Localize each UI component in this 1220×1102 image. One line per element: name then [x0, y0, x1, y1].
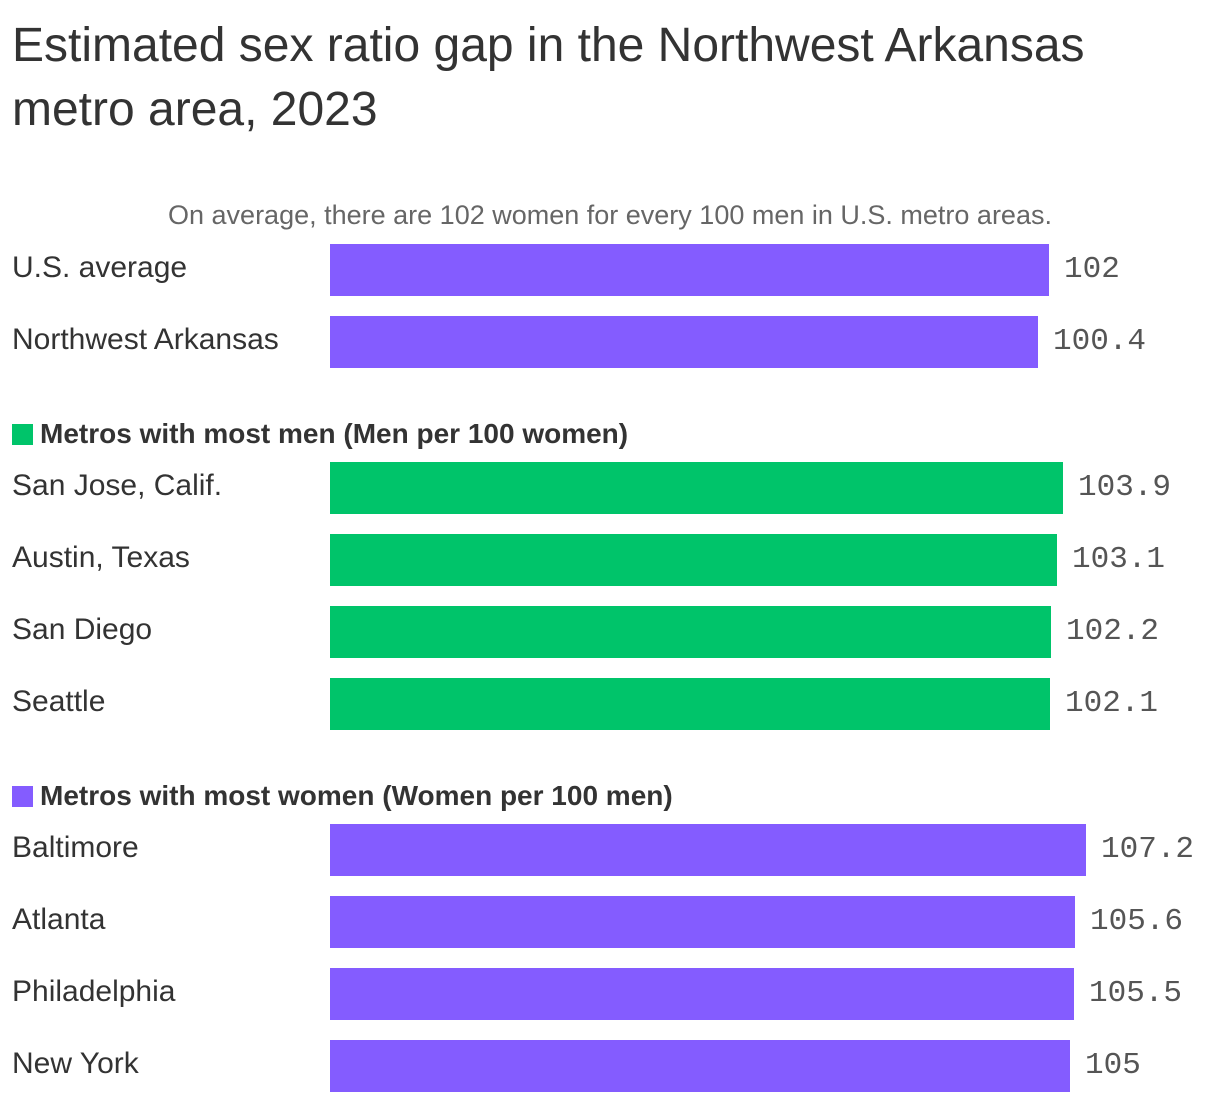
data-label-baltimore: 107.2 [1101, 832, 1195, 867]
bar-philadelphia [330, 968, 1074, 1020]
data-label-austin-texas: 103.1 [1072, 542, 1166, 577]
legend-swatch [12, 423, 33, 445]
legend-swatch [12, 785, 33, 807]
data-label-san-diego: 102.2 [1066, 614, 1160, 649]
bar-austin-texas [330, 534, 1057, 586]
data-label-new-york: 105 [1085, 1048, 1141, 1083]
bar-seattle [330, 678, 1050, 730]
category-label-seattle: Seattle [12, 685, 106, 718]
category-label-atlanta: Atlanta [12, 903, 106, 936]
category-label-u-s-average: U.S. average [12, 251, 188, 284]
category-label-philadelphia: Philadelphia [12, 975, 176, 1008]
bar-u-s-average [330, 244, 1049, 296]
data-label-san-jose-calif: 103.9 [1078, 470, 1172, 505]
data-label-u-s-average: 102 [1064, 252, 1120, 287]
data-label-philadelphia: 105.5 [1089, 976, 1183, 1011]
bar-northwest-arkansas [330, 316, 1038, 368]
category-label-austin-texas: Austin, Texas [12, 541, 190, 574]
bar-new-york [330, 1040, 1070, 1092]
legend-label: Metros with most women (Women per 100 me… [40, 780, 673, 811]
bar-san-diego [330, 606, 1051, 658]
chart-subtitle: On average, there are 102 women for ever… [168, 200, 1052, 230]
bar-san-jose-calif [330, 462, 1063, 514]
category-label-northwest-arkansas: Northwest Arkansas [12, 323, 279, 356]
data-label-atlanta: 105.6 [1090, 904, 1184, 939]
legend-label: Metros with most men (Men per 100 women) [40, 418, 629, 449]
data-label-northwest-arkansas: 100.4 [1053, 324, 1147, 359]
category-label-san-diego: San Diego [12, 613, 153, 646]
bar-atlanta [330, 896, 1075, 948]
chart-title: Estimated sex ratio gap in the Northwest… [12, 19, 1085, 136]
category-label-new-york: New York [12, 1047, 139, 1080]
data-label-seattle: 102.1 [1065, 686, 1159, 721]
category-label-baltimore: Baltimore [12, 831, 139, 864]
bar-baltimore [330, 824, 1086, 876]
category-label-san-jose-calif: San Jose, Calif. [12, 469, 223, 502]
legend-item-group-1: Metros with most men (Men per 100 women) [12, 416, 628, 452]
legend-item-group-2: Metros with most women (Women per 100 me… [12, 778, 673, 814]
